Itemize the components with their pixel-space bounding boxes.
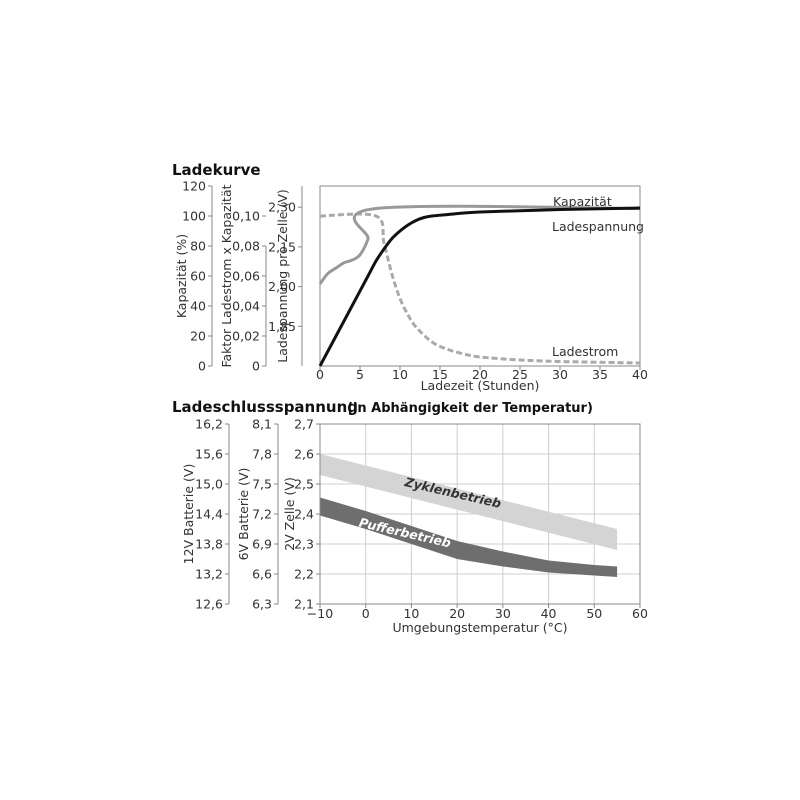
band-label-pufferbetrieb: Pufferbetrieb [358, 515, 453, 551]
chart1-y-tick-label: 20 [190, 329, 206, 344]
series-line-ladestrom [319, 212, 641, 365]
chart2-y-tick-label: 8,1 [252, 417, 272, 432]
chart1-y-tick-label: 2,15 [268, 239, 296, 254]
chart1-y-tick-label: 0,06 [232, 269, 260, 284]
chart2-y-tick-label: 12,6 [195, 597, 223, 612]
chart2-x-tick-label: 50 [586, 606, 602, 621]
chart1-y-tick-label: 0,08 [232, 239, 260, 254]
chart2-y-label-6v: 6V Batterie (V) [236, 468, 251, 561]
series-line-ladespannung [318, 204, 641, 285]
chart1-x-tick-label: 10 [392, 367, 408, 382]
chart2-x-tick-label: −10 [307, 606, 333, 621]
chart2-x-label: Umgebungstemperatur (°C) [392, 620, 567, 635]
chart2-y-label-2v: 2V Zelle (V) [282, 477, 297, 551]
chart2-y-tick-label: 2,3 [294, 537, 314, 552]
chart2-title: Ladeschlussspannung [172, 398, 358, 416]
series-label-ladestrom: Ladestrom [552, 344, 618, 359]
chart-ladekurve: Ladekurve 02040608010012000,020,040,060,… [172, 161, 648, 393]
chart1-y-label-kapazitaet: Kapazität (%) [174, 234, 189, 318]
chart1-x-label: Ladezeit (Stunden) [421, 378, 540, 393]
chart1-axes: 0 20 40 60 80 100 120 0 0,02 0,04 0,06 0,08 0,10 1,85… [182, 179, 303, 374]
chart2-x-tick-label: 60 [632, 606, 648, 621]
chart1-y-tick-label: 2,30 [268, 200, 296, 215]
chart2-y-tick-label: 7,5 [252, 477, 272, 492]
chart1-y-label-faktor: Faktor Ladestrom x Kapazität [219, 184, 234, 367]
chart2-y-tick-label: 15,6 [195, 447, 223, 462]
chart1-y-tick-label: 2,00 [268, 279, 296, 294]
chart-ladeschlussspannung: Ladeschlussspannung (in Abhängigkeit der… [172, 398, 648, 635]
chart2-y-tick-label: 13,2 [195, 567, 223, 582]
chart2-axes: 12,6 13,2 13,8 14,4 15,0 15,6 16,2 6,3 6,6 6,9 7,2… [195, 417, 321, 612]
chart1-y-tick-label: 0,10 [232, 209, 260, 224]
chart2-y-tick-label: 6,9 [252, 537, 272, 552]
chart1-y-tick-label: 0,04 [232, 299, 260, 314]
chart1-y-tick-label: 80 [190, 239, 206, 254]
chart1-x-tick-label: 20 [472, 367, 488, 382]
chart2-y-label-12v: 12V Batterie (V) [181, 464, 196, 565]
chart2-y-tick-label: 2,2 [294, 567, 314, 582]
chart2-y-tick-label: 16,2 [195, 417, 223, 432]
chart1-title: Ladekurve [172, 161, 261, 179]
band-zyklenbetrieb [320, 454, 618, 550]
chart2-y-tick-label: 2,6 [294, 447, 314, 462]
chart1-y-label-ladespannung: Ladespannung pro Zelle (V) [275, 189, 290, 363]
chart1-y-tick-label: 0,02 [232, 329, 260, 344]
chart1-x-tick-label: 25 [512, 367, 528, 382]
chart1-x-ticks: 0 5 10 15 20 25 30 35 40 [316, 366, 648, 382]
chart2-y-tick-label: 6,6 [252, 567, 272, 582]
chart1-x-tick-label: 5 [356, 367, 364, 382]
chart2-y-tick-label: 6,3 [252, 597, 272, 612]
chart2-y-tick-label: 14,4 [195, 507, 223, 522]
chart2-y-tick-label: 7,2 [252, 507, 272, 522]
chart1-x-tick-label: 30 [552, 367, 568, 382]
chart2-bands [320, 454, 618, 577]
chart2-x-tick-label: 0 [362, 606, 370, 621]
band-pufferbetrieb [320, 497, 618, 577]
chart1-y-tick-label: 120 [182, 179, 206, 194]
chart1-x-tick-label: 15 [432, 367, 448, 382]
chart2-subtitle: (in Abhängigkeit der Temperatur) [347, 401, 593, 416]
chart2-y-tick-label: 2,5 [294, 477, 314, 492]
chart1-y-tick-label: 1,85 [268, 319, 296, 334]
chart2-y-tick-label: 2,7 [294, 417, 314, 432]
chart1-x-tick-label: 40 [632, 367, 648, 382]
chart1-series [318, 204, 641, 367]
chart2-x-ticks: −10 0 10 20 30 40 50 60 [307, 604, 648, 621]
chart2-y-tick-label: 15,0 [195, 477, 223, 492]
chart1-y-tick-label: 60 [190, 269, 206, 284]
series-label-kapazitaet: Kapazität [553, 194, 612, 209]
series-label-ladespannung: Ladespannung [552, 219, 644, 234]
chart2-x-tick-label: 40 [541, 606, 557, 621]
chart1-y-tick-label: 40 [190, 299, 206, 314]
chart2-x-tick-label: 30 [495, 606, 511, 621]
chart2-x-tick-label: 20 [449, 606, 465, 621]
chart1-y-tick-label: 0 [252, 359, 260, 374]
chart1-x-tick-label: 0 [316, 367, 324, 382]
series-line-kapazität [318, 206, 641, 367]
chart2-y-tick-label: 2,1 [294, 597, 314, 612]
chart2-y-tick-label: 2,4 [294, 507, 314, 522]
chart1-x-tick-label: 35 [592, 367, 608, 382]
chart1-y-tick-label: 0 [198, 359, 206, 374]
chart2-y-tick-label: 7,8 [252, 447, 272, 462]
chart2-y-tick-label: 13,8 [195, 537, 223, 552]
chart2-x-tick-label: 10 [403, 606, 419, 621]
chart1-y-tick-label: 100 [182, 209, 206, 224]
